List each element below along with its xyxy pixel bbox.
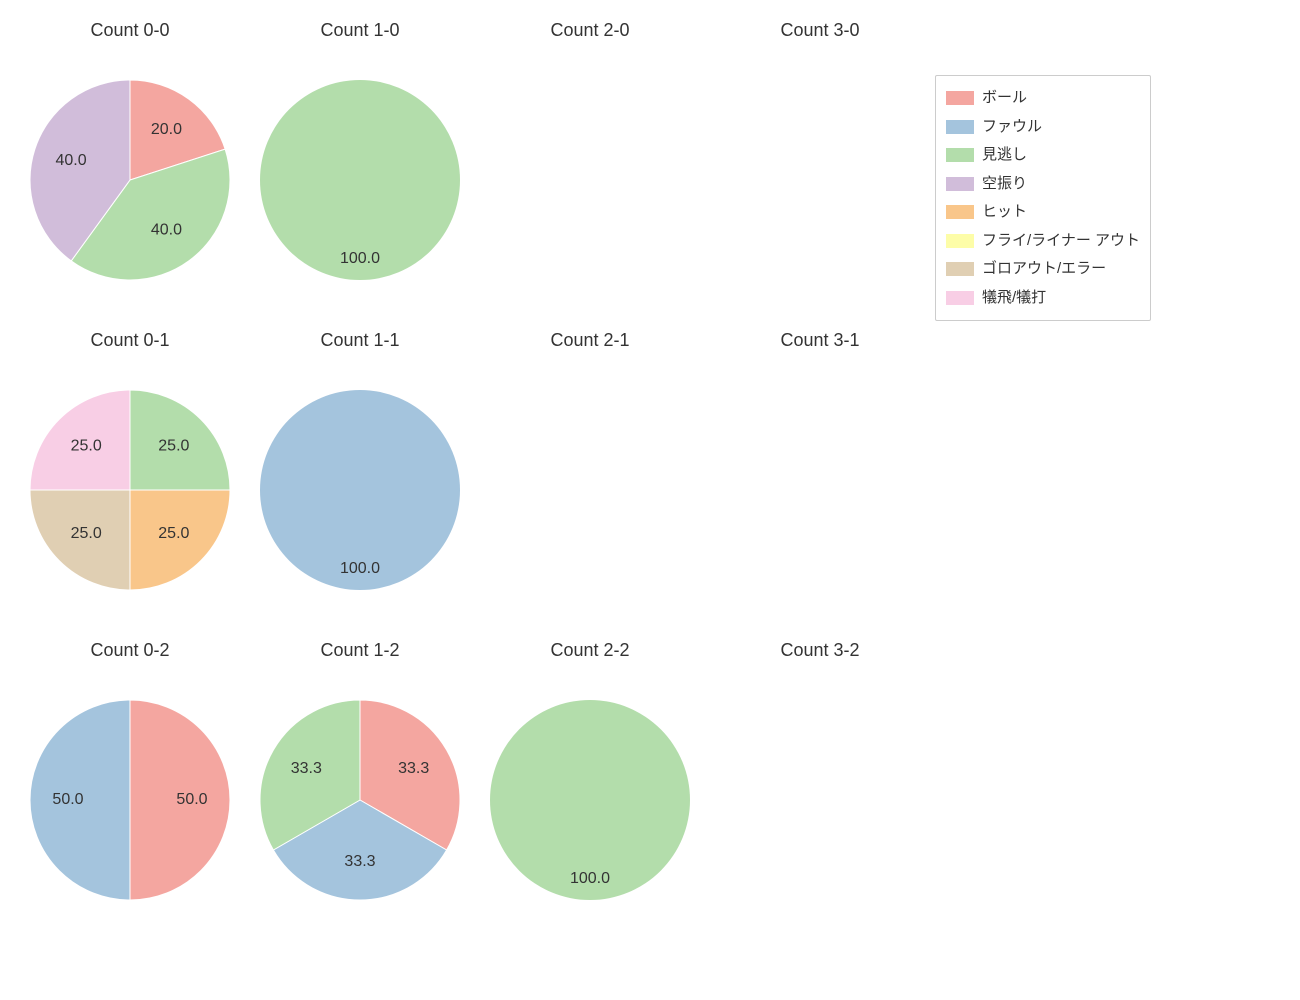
legend-row: 犠飛/犠打: [946, 284, 1140, 313]
legend-swatch: [946, 148, 974, 162]
legend-label: 見逃し: [982, 141, 1027, 170]
pie-cell: Count 1-0 100.0: [250, 10, 470, 310]
legend-swatch: [946, 91, 974, 105]
pie-title: Count 0-2: [20, 640, 240, 661]
pie-title: Count 1-2: [250, 640, 470, 661]
pie-chart: 33.3 33.3 33.3: [258, 698, 462, 902]
pie-slice-label: 25.0: [158, 437, 189, 454]
legend-row: フライ/ライナー アウト: [946, 227, 1140, 256]
pie-title: Count 2-0: [480, 20, 700, 41]
pie-slice-label: 25.0: [71, 437, 102, 454]
legend-swatch: [946, 177, 974, 191]
pie-cell: Count 2-1: [480, 320, 700, 620]
legend-label: ファウル: [982, 113, 1042, 142]
pie-title: Count 3-1: [710, 330, 930, 351]
pie-slice-label: 25.0: [71, 525, 102, 542]
pie-chart: 20.0 40.0 40.0: [28, 78, 232, 282]
pie-cell: Count 3-0: [710, 10, 930, 310]
pie-slice-label: 33.3: [291, 760, 322, 777]
chart-stage: Count 0-020.040.040.0Count 1-0100.0Count…: [0, 0, 1300, 1000]
pie-single-label: 100.0: [250, 560, 470, 578]
legend-swatch: [946, 291, 974, 305]
pie-title: Count 3-0: [710, 20, 930, 41]
legend-row: 空振り: [946, 170, 1140, 199]
pie-chart: 25.0 25.0 25.0 25.0: [28, 388, 232, 592]
pie-slice-label: 20.0: [151, 121, 182, 138]
legend-row: ボール: [946, 84, 1140, 113]
legend-row: ヒット: [946, 198, 1140, 227]
pie-svg: 20.0 40.0 40.0: [28, 78, 232, 282]
legend: ボールファウル見逃し空振りヒットフライ/ライナー アウトゴロアウト/エラー犠飛/…: [935, 75, 1151, 321]
legend-swatch: [946, 205, 974, 219]
pie-slice-label: 25.0: [158, 525, 189, 542]
pie-svg: 25.0 25.0 25.0 25.0: [28, 388, 232, 592]
legend-label: ヒット: [982, 198, 1027, 227]
pie-single-label: 100.0: [480, 870, 700, 888]
pie-cell: Count 1-2 33.3 33.3 33.3: [250, 630, 470, 930]
pie-single-label: 100.0: [250, 250, 470, 268]
legend-row: 見逃し: [946, 141, 1140, 170]
legend-label: 空振り: [982, 170, 1027, 199]
legend-row: ファウル: [946, 113, 1140, 142]
pie-slice-label: 40.0: [55, 152, 86, 169]
pie-title: Count 2-1: [480, 330, 700, 351]
pie-svg: 33.3 33.3 33.3: [258, 698, 462, 902]
pie-cell: Count 3-2: [710, 630, 930, 930]
pie-slice-label: 33.3: [344, 853, 375, 870]
legend-swatch: [946, 234, 974, 248]
pie-title: Count 0-0: [20, 20, 240, 41]
pie-slice-label: 50.0: [52, 791, 83, 808]
pie-cell: Count 2-2 100.0: [480, 630, 700, 930]
legend-label: ゴロアウト/エラー: [982, 255, 1106, 284]
pie-title: Count 1-1: [250, 330, 470, 351]
pie-svg: 50.0 50.0: [28, 698, 232, 902]
pie-cell: Count 0-1 25.0 25.0 25.0 25.0: [20, 320, 240, 620]
pie-title: Count 2-2: [480, 640, 700, 661]
pie-title: Count 3-2: [710, 640, 930, 661]
pie-cell: Count 1-1 100.0: [250, 320, 470, 620]
pie-slice-label: 50.0: [176, 791, 207, 808]
pie-title: Count 0-1: [20, 330, 240, 351]
pie-slice-label: 33.3: [398, 760, 429, 777]
pie-cell: Count 0-0 20.0 40.0 40.0: [20, 10, 240, 310]
pie-cell: Count 2-0: [480, 10, 700, 310]
pie-cell: Count 0-2 50.0 50.0: [20, 630, 240, 930]
legend-swatch: [946, 262, 974, 276]
legend-label: ボール: [982, 84, 1027, 113]
legend-label: 犠飛/犠打: [982, 284, 1046, 313]
pie-title: Count 1-0: [250, 20, 470, 41]
pie-cell: Count 3-1: [710, 320, 930, 620]
pie-chart: 50.0 50.0: [28, 698, 232, 902]
pie-slice-label: 40.0: [151, 221, 182, 238]
legend-swatch: [946, 120, 974, 134]
legend-label: フライ/ライナー アウト: [982, 227, 1140, 256]
legend-row: ゴロアウト/エラー: [946, 255, 1140, 284]
